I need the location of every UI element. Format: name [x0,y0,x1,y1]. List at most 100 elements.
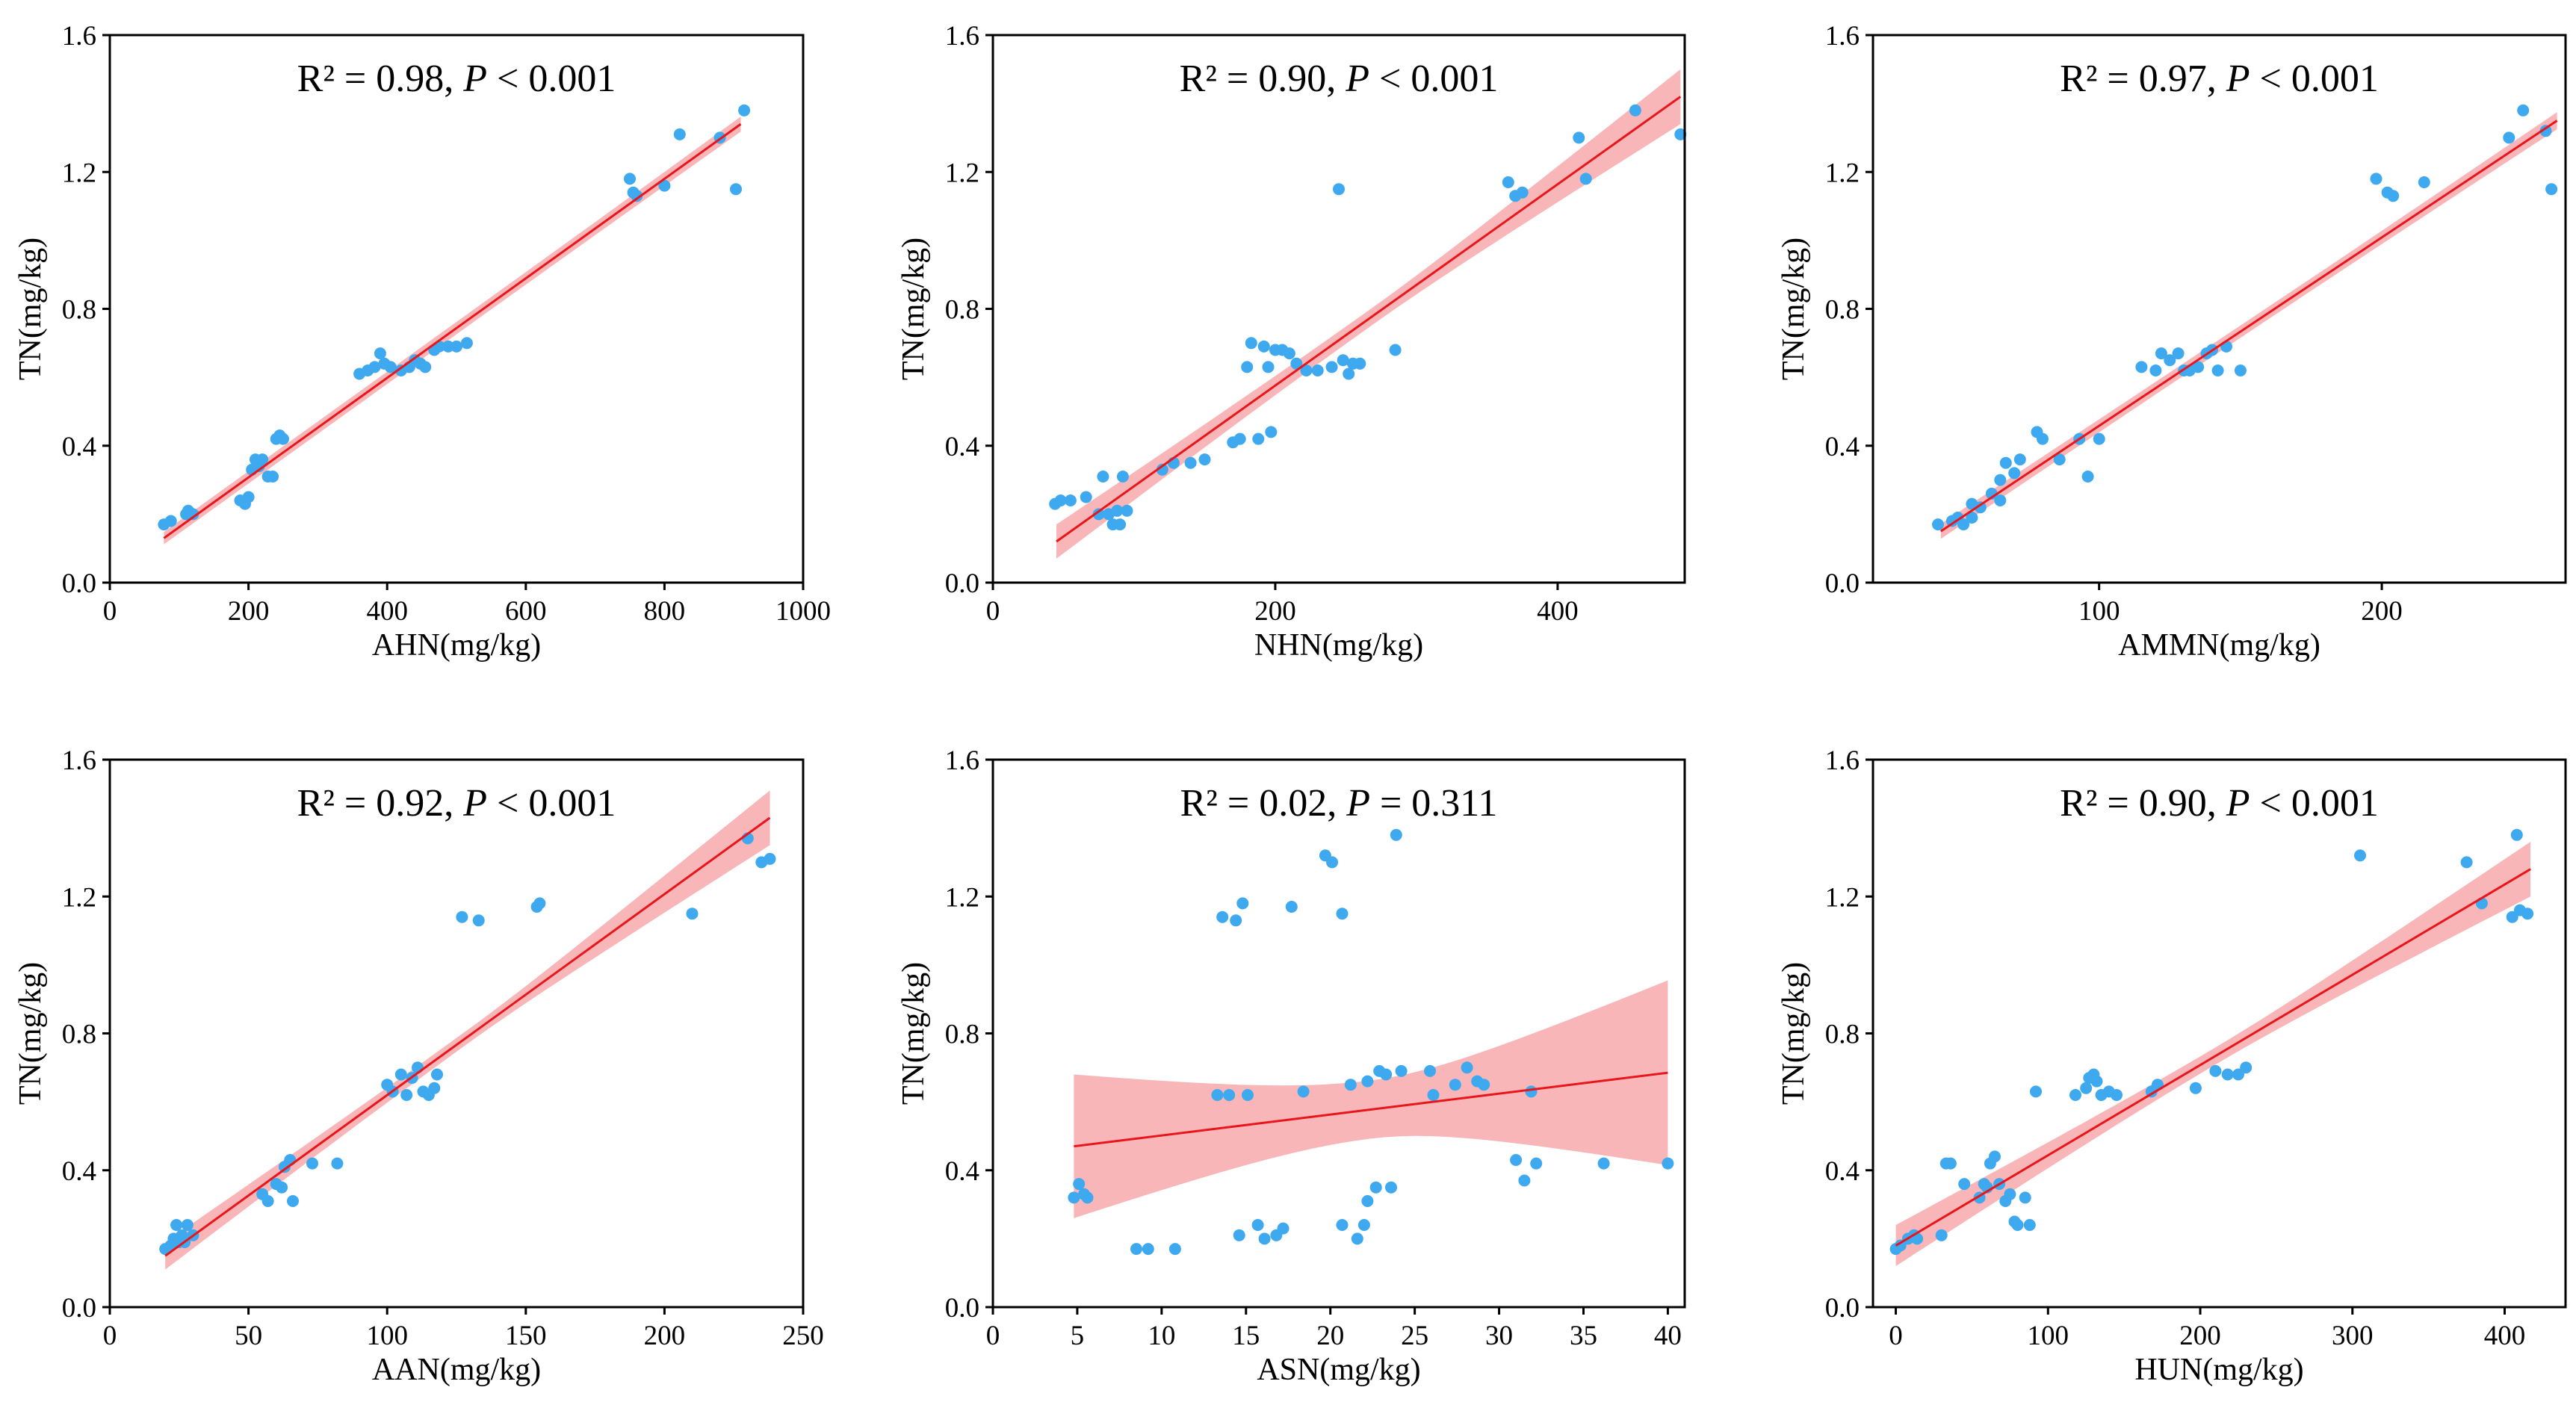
data-point [287,1195,299,1207]
y-tick-label: 1.2 [62,158,96,188]
y-tick-label: 0.4 [1825,432,1860,462]
data-point [1290,357,1303,370]
y-tick-label: 1.2 [62,882,96,913]
data-point [2460,856,2473,869]
p-symbol: P [1346,782,1370,825]
y-tick-label: 0.4 [945,1156,979,1187]
y-tick-label: 0.0 [945,568,979,599]
data-point [2164,354,2176,367]
data-point [187,508,199,521]
data-point [267,471,279,483]
x-tick-label: 0 [103,596,117,627]
data-point [1525,1085,1538,1098]
y-tick-label: 0.4 [1825,1156,1860,1187]
data-point [1233,1229,1245,1241]
data-point [2023,1219,2036,1231]
y-tick-label: 0.8 [945,295,979,326]
data-point [2510,828,2523,841]
x-tick-label: 15 [1232,1321,1260,1351]
data-point [2370,173,2383,185]
p-symbol: P [462,58,487,100]
chart-panel-3: 0.0 0.4 0.8 1.2 1.6 100 200 AMMN(mg/kg) TN(mg/kg… [1777,21,2567,663]
data-point [1510,1154,1523,1166]
r-squared-text: R² = 0.97, [2060,58,2226,100]
p-value-text: < 0.001 [1369,58,1498,100]
data-point [431,1068,443,1081]
y-axis-label: TN(mg/kg) [897,962,931,1105]
y-tick-label: 1.6 [945,745,979,776]
y-axis-label: TN(mg/kg) [13,238,48,380]
data-point [1241,361,1254,373]
data-point [2090,1075,2103,1088]
data-point [1337,354,1349,367]
data-point [181,1219,193,1231]
data-point [1994,474,2007,486]
data-point [1111,504,1124,517]
p-value-text: < 0.001 [487,782,616,825]
data-point [1068,1191,1080,1204]
y-tick-label: 0.8 [945,1020,979,1050]
y-tick-label: 1.2 [1825,882,1860,913]
y-tick-label: 0.8 [1825,295,1860,326]
data-point [368,361,381,373]
data-point [1629,104,1641,117]
r-squared-text: R² = 0.98, [297,58,464,100]
x-tick-label: 150 [505,1321,547,1351]
data-point [2081,471,2094,483]
data-point [256,453,269,466]
chart-panel-5: 0.0 0.4 0.8 1.2 1.6 0 5 10 15 20 25 30 35 40 ASN(mg/kg… [897,745,1686,1387]
data-point [2234,365,2247,376]
data-point [1211,1089,1224,1101]
data-point [1597,1157,1610,1170]
data-point [242,491,255,503]
data-point [1297,1085,1310,1098]
data-point [442,340,454,353]
data-point [1989,1150,2001,1163]
y-tick-label: 0.0 [945,1293,979,1324]
data-point [1097,471,1109,483]
data-point [1932,518,1944,531]
data-point [277,432,289,445]
chart-panel-1: 0.0 0.4 0.8 1.2 1.6 0 200 400 600 800 1000 AHN(mg/k… [13,21,831,663]
data-point [1116,471,1129,483]
data-point [1389,344,1402,356]
regression-line [163,122,742,539]
data-point [1579,173,1592,185]
data-point [1516,186,1529,199]
data-point [1265,426,1278,438]
y-tick-label: 1.6 [62,745,96,776]
data-point [394,1068,407,1081]
x-tick-label: 100 [2078,596,2120,627]
data-point [1054,494,1067,506]
data-point [658,179,671,192]
data-point [1121,504,1133,517]
x-tick-label: 200 [2179,1321,2221,1351]
stats-annotation: R² = 0.97, P < 0.001 [2060,58,2379,100]
data-point [2209,1064,2222,1077]
y-tick-label: 0.8 [62,1020,96,1050]
y-axis-label: TN(mg/kg) [897,238,931,380]
data-point [460,337,473,350]
x-axis-label: ASN(mg/kg) [1257,1353,1420,1387]
data-point [1369,1181,1382,1194]
y-tick-label: 1.6 [62,21,96,52]
data-point [1427,1089,1440,1101]
data-point [2517,104,2530,117]
x-tick-label: 600 [505,596,547,627]
data-point [1999,456,2012,469]
data-point [1662,1157,1674,1170]
data-point [2545,183,2558,196]
y-tick-label: 1.6 [1825,745,1860,776]
data-point [1385,1181,1397,1194]
data-point [2135,361,2148,373]
y-tick-label: 1.6 [1825,21,1860,52]
data-point [1080,491,1092,503]
data-point [2387,190,2400,202]
x-tick-label: 10 [1148,1321,1175,1351]
x-tick-label: 100 [2028,1321,2069,1351]
data-point [1311,365,1324,376]
data-point [384,361,397,373]
data-point [1478,1079,1490,1091]
data-point [1944,1157,1957,1170]
